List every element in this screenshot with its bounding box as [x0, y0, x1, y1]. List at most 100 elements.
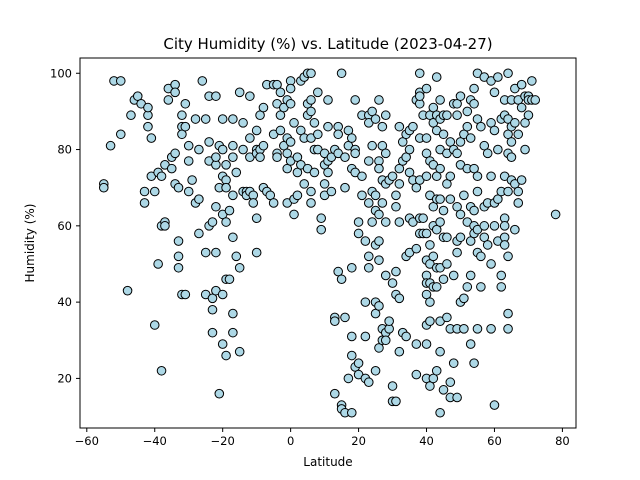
data-point: [289, 209, 299, 220]
data-point: [228, 190, 238, 201]
data-point: [425, 297, 435, 307]
data-point: [448, 270, 459, 281]
data-point: [421, 228, 432, 239]
data-point: [442, 110, 452, 121]
data-point: [153, 259, 163, 269]
data-point: [411, 339, 422, 349]
data-point: [363, 156, 374, 166]
data-point: [207, 217, 218, 227]
data-point: [160, 221, 170, 231]
data-point: [340, 312, 350, 323]
data-point: [200, 114, 211, 124]
data-point: [435, 194, 445, 204]
data-point: [357, 171, 367, 182]
data-point: [455, 232, 466, 243]
data-point: [183, 156, 194, 166]
data-point: [211, 91, 221, 101]
data-point: [285, 83, 296, 94]
data-point: [194, 194, 204, 204]
data-point: [360, 236, 371, 246]
x-tick-label: −20: [211, 434, 235, 448]
data-point: [217, 289, 228, 300]
data-point: [183, 186, 194, 197]
data-point: [445, 194, 456, 204]
data-point: [217, 339, 228, 349]
data-point: [166, 163, 177, 174]
data-point: [462, 106, 473, 117]
data-point: [404, 144, 415, 155]
data-point: [513, 198, 524, 208]
data-point: [272, 152, 282, 162]
data-point: [499, 240, 510, 250]
data-point: [285, 98, 296, 109]
data-point: [496, 282, 507, 292]
data-point: [163, 95, 174, 105]
data-point: [523, 110, 534, 121]
data-point: [360, 297, 371, 307]
data-point: [435, 407, 445, 418]
data-point: [156, 365, 167, 376]
data-point: [438, 129, 449, 140]
data-point: [394, 217, 405, 227]
data-point: [353, 358, 364, 368]
data-point: [421, 133, 432, 143]
data-point: [346, 331, 357, 342]
data-point: [326, 186, 337, 197]
plot-frame: [79, 57, 577, 429]
y-tick-label: 60: [57, 219, 72, 233]
data-point: [479, 221, 490, 231]
data-point: [489, 125, 500, 136]
data-point: [503, 308, 513, 319]
data-point: [190, 114, 201, 124]
data-point: [323, 121, 333, 132]
data-point: [323, 95, 333, 105]
y-tick-label: 80: [57, 143, 72, 157]
data-point: [486, 171, 496, 182]
data-point: [224, 205, 235, 216]
data-point: [414, 68, 425, 79]
data-point: [336, 274, 347, 285]
data-point: [353, 228, 364, 239]
data-point: [228, 308, 238, 319]
data-point: [469, 98, 479, 109]
data-point: [217, 144, 228, 155]
data-point: [391, 190, 401, 201]
data-point: [234, 262, 245, 273]
chart-title: City Humidity (%) vs. Latitude (2023-04-…: [163, 35, 492, 53]
data-point: [499, 221, 510, 231]
data-point: [486, 259, 496, 269]
data-point: [197, 76, 208, 86]
data-point: [370, 190, 381, 201]
data-point: [469, 358, 479, 368]
data-point: [418, 213, 428, 224]
data-point: [493, 72, 503, 82]
data-point: [180, 289, 191, 300]
data-point: [377, 198, 388, 208]
data-point: [506, 137, 517, 147]
data-point: [211, 201, 221, 212]
data-point: [425, 316, 435, 327]
data-point: [486, 324, 496, 334]
data-point: [139, 186, 150, 197]
data-point: [516, 79, 527, 90]
data-point: [228, 152, 238, 162]
data-point: [431, 282, 442, 292]
data-point: [387, 381, 398, 391]
x-tick-label: 20: [351, 434, 366, 448]
data-point: [401, 331, 411, 342]
data-point: [452, 110, 462, 121]
data-point: [452, 148, 462, 159]
data-point: [510, 118, 520, 128]
data-point: [387, 278, 398, 288]
data-point: [520, 144, 530, 155]
data-point: [489, 400, 500, 410]
data-point: [126, 110, 136, 121]
data-point: [431, 72, 442, 82]
data-point: [204, 137, 214, 147]
data-point: [221, 217, 231, 227]
data-point: [503, 68, 513, 79]
data-point: [516, 102, 527, 113]
data-point: [476, 282, 486, 292]
data-point: [173, 182, 184, 193]
data-point: [98, 182, 109, 193]
